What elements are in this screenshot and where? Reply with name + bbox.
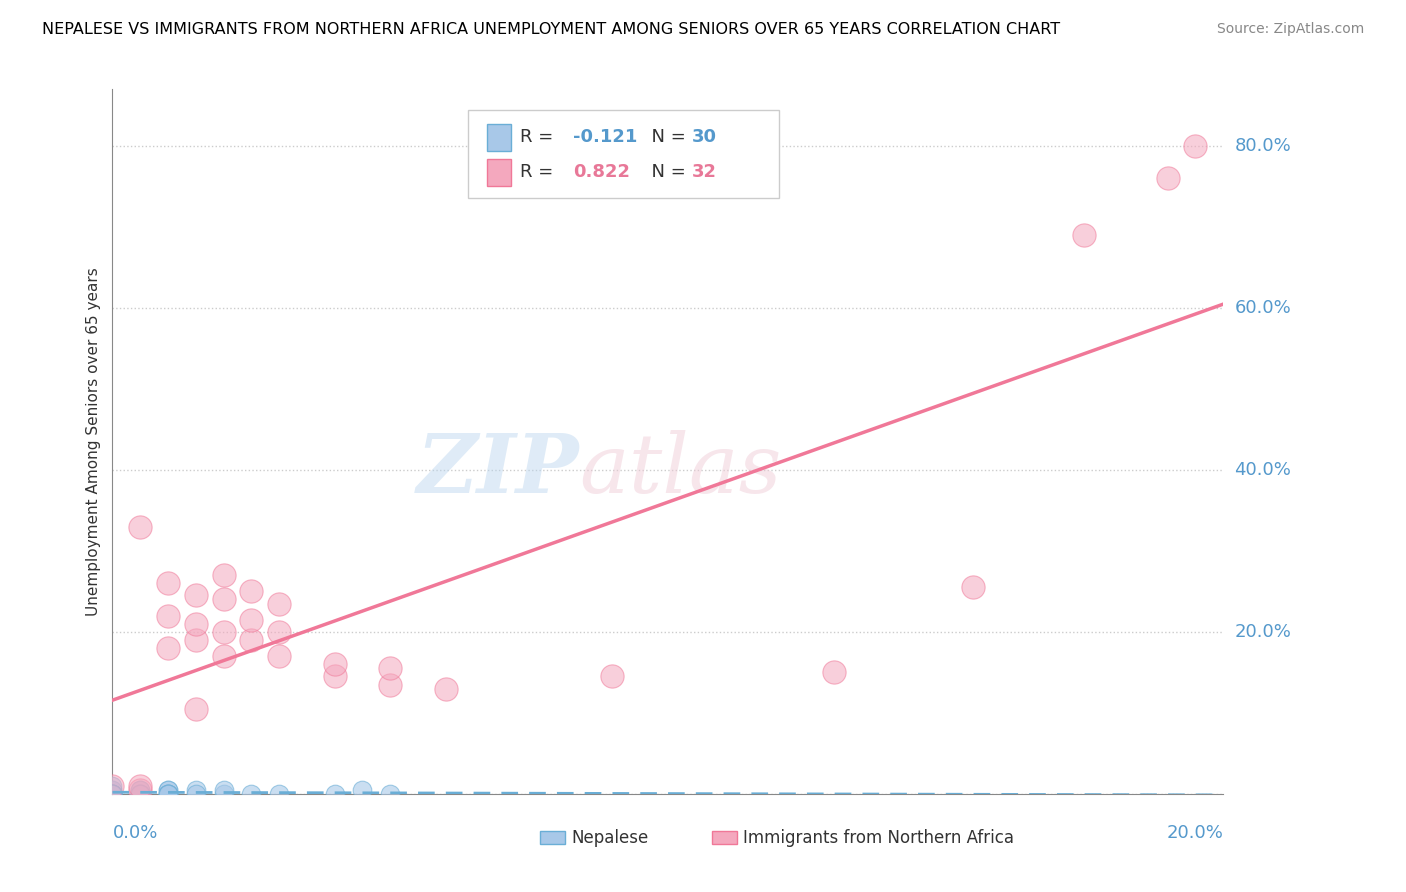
Point: [267, 597, 291, 611]
Text: 20.0%: 20.0%: [1234, 623, 1291, 640]
Text: Source: ZipAtlas.com: Source: ZipAtlas.com: [1216, 22, 1364, 37]
Point: [184, 782, 207, 797]
Point: [129, 787, 152, 801]
Text: 0.822: 0.822: [574, 163, 630, 181]
Text: R =: R =: [520, 128, 560, 146]
Point: [129, 782, 152, 797]
Text: 20.0%: 20.0%: [1167, 824, 1223, 842]
Text: ZIP: ZIP: [416, 430, 579, 509]
FancyBboxPatch shape: [486, 159, 512, 186]
Text: 32: 32: [692, 163, 717, 181]
Point: [129, 519, 152, 533]
Text: 80.0%: 80.0%: [1234, 136, 1291, 155]
Point: [101, 782, 124, 797]
Point: [240, 613, 263, 627]
Point: [101, 779, 124, 793]
Text: atlas: atlas: [579, 430, 782, 509]
Point: [240, 632, 263, 647]
Point: [212, 649, 235, 664]
Point: [212, 782, 235, 797]
Point: [184, 616, 207, 631]
Point: [267, 787, 291, 801]
Point: [157, 787, 180, 801]
Point: [323, 657, 346, 672]
Point: [157, 576, 180, 591]
Text: R =: R =: [520, 163, 560, 181]
Point: [212, 787, 235, 801]
Point: [101, 787, 124, 801]
Point: [380, 787, 402, 801]
Point: [434, 681, 457, 696]
Point: [129, 779, 152, 793]
Text: 0.0%: 0.0%: [112, 824, 157, 842]
Point: [157, 782, 180, 797]
Point: [101, 787, 124, 801]
Point: [101, 787, 124, 801]
Point: [323, 669, 346, 683]
Point: [157, 787, 180, 801]
Point: [212, 624, 235, 639]
Point: [1073, 227, 1095, 242]
Text: NEPALESE VS IMMIGRANTS FROM NORTHERN AFRICA UNEMPLOYMENT AMONG SENIORS OVER 65 Y: NEPALESE VS IMMIGRANTS FROM NORTHERN AFR…: [42, 22, 1060, 37]
Point: [184, 702, 207, 716]
FancyBboxPatch shape: [486, 124, 512, 151]
Point: [129, 782, 152, 797]
Point: [129, 787, 152, 801]
Point: [157, 782, 180, 797]
Point: [1156, 171, 1178, 186]
Point: [352, 782, 374, 797]
Point: [1184, 139, 1206, 153]
Point: [129, 782, 152, 797]
Text: 30: 30: [692, 128, 717, 146]
FancyBboxPatch shape: [713, 831, 737, 844]
Point: [212, 568, 235, 582]
Point: [101, 782, 124, 797]
Point: [101, 779, 124, 793]
Point: [602, 669, 624, 683]
Point: [962, 580, 984, 594]
Text: 40.0%: 40.0%: [1234, 461, 1291, 479]
Point: [101, 787, 124, 801]
Point: [184, 632, 207, 647]
Point: [184, 787, 207, 801]
Point: [323, 787, 346, 801]
Point: [212, 592, 235, 607]
Point: [101, 787, 124, 801]
Point: [157, 608, 180, 623]
Point: [157, 641, 180, 656]
Point: [380, 661, 402, 675]
Point: [157, 787, 180, 801]
FancyBboxPatch shape: [540, 831, 565, 844]
Y-axis label: Unemployment Among Seniors over 65 years: Unemployment Among Seniors over 65 years: [86, 268, 101, 615]
Point: [824, 665, 846, 680]
Text: 60.0%: 60.0%: [1234, 299, 1291, 317]
Point: [267, 624, 291, 639]
Text: Immigrants from Northern Africa: Immigrants from Northern Africa: [744, 829, 1014, 847]
Point: [267, 649, 291, 664]
Text: N =: N =: [640, 128, 692, 146]
Point: [101, 787, 124, 801]
Point: [240, 787, 263, 801]
Text: Nepalese: Nepalese: [571, 829, 648, 847]
Point: [129, 787, 152, 801]
Point: [157, 787, 180, 801]
Point: [184, 589, 207, 603]
Text: N =: N =: [640, 163, 692, 181]
FancyBboxPatch shape: [468, 111, 779, 198]
Point: [380, 677, 402, 691]
Text: -0.121: -0.121: [574, 128, 638, 146]
Point: [129, 787, 152, 801]
Point: [240, 584, 263, 599]
